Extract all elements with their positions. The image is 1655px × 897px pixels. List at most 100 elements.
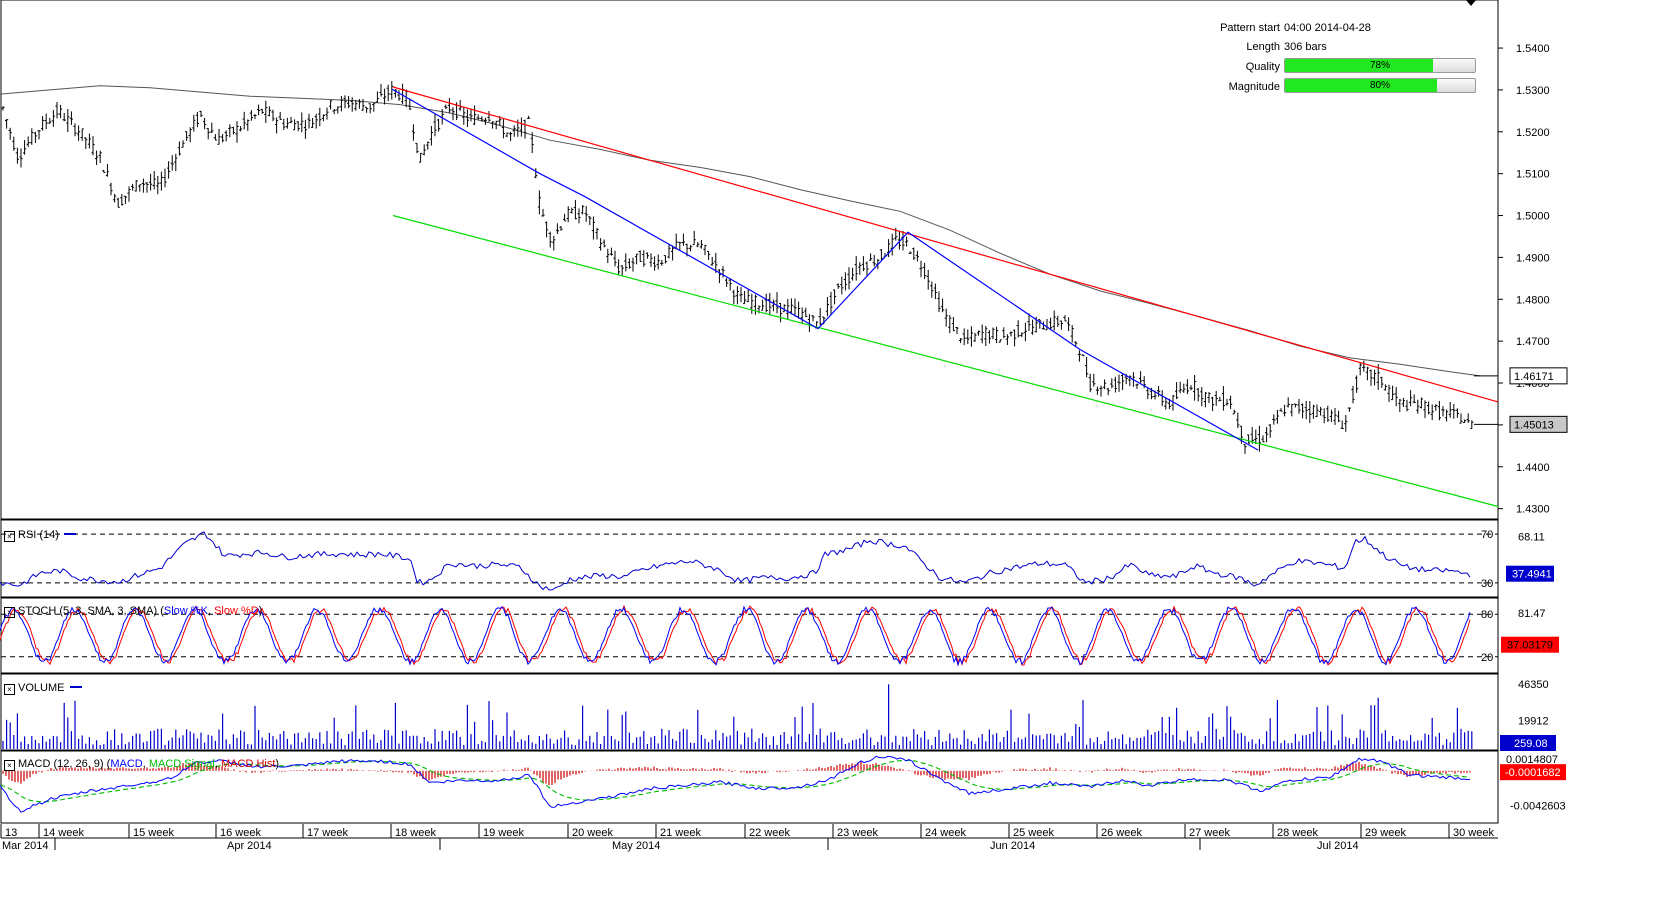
week-label: 15 week	[133, 827, 174, 839]
magnitude-bar-fill	[1285, 79, 1437, 92]
rsi-legend-swatch	[64, 533, 77, 535]
moving-average-line	[0, 85, 1481, 377]
pattern-start-label: Pattern start	[1220, 22, 1280, 34]
magnitude-bar-text: 80%	[1369, 80, 1390, 91]
resistance-trendline	[392, 86, 1499, 403]
quality-bar: 78%	[1284, 58, 1476, 73]
price-axis-label: 1.5400	[1516, 43, 1550, 55]
magnitude-bar: 80%	[1284, 78, 1476, 93]
macd-current-box	[1500, 764, 1566, 781]
rsi-level-high-label: 70	[1481, 529, 1493, 541]
close-icon[interactable]: ×	[4, 607, 15, 618]
stoch-d-line	[0, 604, 1471, 666]
macd-label: MACD (12, 26, 9)	[18, 758, 104, 770]
week-label: 18 week	[395, 827, 436, 839]
length-label: Length	[1246, 41, 1280, 53]
price-axis-label: 1.5200	[1516, 127, 1550, 139]
scroll-marker-icon	[1466, 0, 1476, 6]
week-label: 16 week	[220, 827, 261, 839]
length-value: 306 bars	[1284, 41, 1327, 53]
price-axis-label: 1.4900	[1516, 252, 1550, 264]
price-axis-label: 1.4800	[1516, 294, 1550, 306]
price-axis-label: 1.4700	[1516, 336, 1550, 348]
volume-axis-label-mid: 19912	[1518, 715, 1549, 727]
month-label: Jun 2014	[990, 840, 1035, 852]
rsi-panel-title: × RSI (14)	[4, 529, 77, 542]
month-label: Mar 2014	[2, 840, 48, 852]
macd-axis-label-top: 0.0014807	[1506, 754, 1558, 766]
macd-panel-title: × MACD (12, 26, 9) (MACD, MACD Signal, MA…	[4, 758, 279, 771]
stoch-k-legend: Slow %K	[163, 605, 208, 617]
week-label: 30 week	[1453, 827, 1494, 839]
price-axis-label: 1.5000	[1516, 211, 1550, 223]
macd-legend: MACD	[110, 758, 143, 770]
price-axis-label: 1.4400	[1516, 462, 1550, 474]
rsi-axis-label: 68.11	[1518, 531, 1545, 543]
stoch-panel-title: × STOCH (5, 3, SMA, 3, SMA) (Slow %K, Slo…	[4, 605, 262, 618]
stoch-axis-label: 81.47	[1518, 608, 1546, 620]
price-axis-label: 1.4300	[1516, 504, 1550, 516]
volume-current-label: 259.08	[1514, 738, 1548, 750]
stoch-label: STOCH (5, 3, SMA, 3, SMA)	[18, 605, 158, 617]
price-axis-label: 1.5100	[1516, 169, 1550, 181]
week-label: 24 week	[925, 827, 966, 839]
stoch-level-high-label: 80	[1481, 609, 1493, 621]
month-label: Jul 2014	[1317, 840, 1359, 852]
close-icon[interactable]: ×	[4, 684, 15, 695]
week-label: 23 week	[837, 827, 878, 839]
month-label: Apr 2014	[227, 840, 272, 852]
ma-price-label: 1.46171	[1514, 371, 1554, 383]
volume-panel-title: × VOLUME	[4, 682, 82, 695]
support-trendline	[392, 214, 1499, 508]
week-label: 14 week	[43, 827, 84, 839]
week-label: 28 week	[1277, 827, 1318, 839]
rsi-current-label: 37.4941	[1512, 569, 1552, 581]
stoch-current-label: 37.03179	[1507, 640, 1553, 652]
week-label: 22 week	[749, 827, 790, 839]
volume-axis-label-top: 46350	[1518, 679, 1549, 691]
vol-panel-frame	[0, 673, 1499, 751]
week-label: 19 week	[483, 827, 524, 839]
pattern-start-value: 04:00 2014-04-28	[1284, 22, 1371, 34]
volume-label: VOLUME	[18, 682, 65, 694]
week-label: 21 week	[660, 827, 701, 839]
magnitude-label: Magnitude	[1228, 81, 1280, 93]
volume-legend-swatch	[69, 686, 82, 688]
quality-bar-fill	[1285, 59, 1434, 72]
stoch-d-legend: Slow %D	[214, 605, 259, 617]
ma-price-box	[1509, 367, 1568, 385]
volume-current-box	[1500, 735, 1556, 751]
main-panel-frame	[0, 0, 1499, 520]
week-label: 17 week	[307, 827, 348, 839]
macd-signal-legend: MACD Signal	[148, 758, 215, 770]
close-icon[interactable]: ×	[4, 760, 15, 771]
rsi-label: RSI (14)	[18, 529, 59, 541]
macd-hist-legend: MACD Hist	[221, 758, 276, 770]
stoch-level-low-label: 20	[1481, 652, 1493, 664]
macd-signal-line	[0, 759, 1471, 803]
week-label: 26 week	[1101, 827, 1142, 839]
price-axis-label: 1.5300	[1516, 85, 1550, 97]
rsi-line	[0, 531, 1471, 591]
close-icon[interactable]: ×	[4, 531, 15, 542]
week-label: 29 week	[1365, 827, 1406, 839]
rsi-level-low-label: 30	[1481, 578, 1493, 590]
quality-bar-text: 78%	[1369, 60, 1390, 71]
current-price-label: 1.45013	[1514, 419, 1554, 431]
quality-label: Quality	[1245, 61, 1280, 73]
macd-line	[0, 755, 1471, 813]
month-label: May 2014	[612, 840, 660, 852]
macd-axis-label-bottom: -0.0042603	[1510, 800, 1566, 812]
pattern-zigzag-line	[391, 88, 1259, 451]
week-label: 25 week	[1013, 827, 1054, 839]
rsi-current-box	[1506, 565, 1554, 582]
stoch-current-box	[1501, 636, 1559, 653]
current-price-box	[1509, 415, 1568, 433]
rsi-panel-frame	[0, 519, 1499, 598]
stoch-k-line	[0, 605, 1471, 667]
week-label: 27 week	[1189, 827, 1230, 839]
week-label: 20 week	[572, 827, 613, 839]
macd-current-label: -0.0001682	[1505, 767, 1561, 779]
week-label: 13	[5, 827, 17, 839]
